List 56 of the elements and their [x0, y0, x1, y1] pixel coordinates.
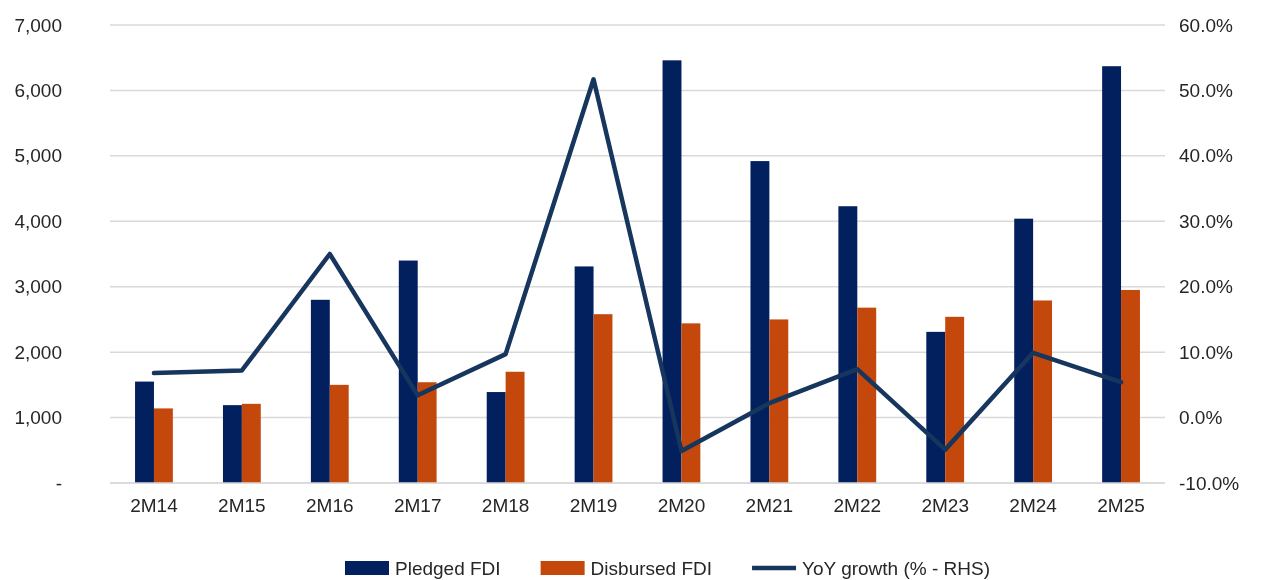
y-tick-label: 3,000	[14, 276, 62, 298]
bar	[574, 266, 594, 483]
y2-tick-label: 40.0%	[1179, 145, 1233, 167]
legend-label: Pledged FDI	[394, 558, 501, 579]
y-tick-label: 7,000	[14, 14, 62, 36]
x-tick-label: 2M24	[1009, 495, 1058, 517]
y-tick-label: 4,000	[14, 210, 62, 232]
bar	[926, 331, 946, 483]
bar	[329, 384, 349, 483]
bar	[750, 161, 770, 483]
x-tick-label: 2M18	[481, 495, 530, 517]
bar	[486, 392, 506, 483]
x-tick-label: 2M16	[306, 495, 354, 517]
bar	[241, 403, 261, 483]
bar	[398, 260, 418, 483]
bar	[417, 382, 437, 483]
legend-label: Disbursed FDI	[590, 558, 713, 579]
x-tick-label: 2M14	[130, 495, 179, 517]
x-tick-label: 2M20	[657, 495, 706, 517]
x-tick-label: 2M15	[218, 495, 266, 517]
bar	[153, 408, 173, 483]
line-series	[151, 77, 1124, 454]
legend-label: YoY growth (% - RHS)	[802, 558, 991, 579]
bar	[1102, 66, 1122, 483]
y-tick-label: 5,000	[14, 145, 62, 167]
bar	[857, 307, 877, 483]
bar	[838, 206, 858, 483]
x-tick-label: 2M23	[921, 495, 969, 517]
bar	[681, 323, 701, 483]
y2-tick-label: 10.0%	[1179, 341, 1233, 363]
bar	[593, 314, 613, 483]
bar	[135, 381, 154, 483]
bar	[769, 319, 789, 483]
bar	[662, 60, 682, 483]
y-tick-label: 1,000	[14, 407, 62, 429]
y-tick-label: 6,000	[14, 80, 62, 102]
x-tick-label: 2M21	[745, 495, 794, 517]
y-tick-label: 2,000	[14, 341, 62, 363]
bar	[505, 371, 525, 483]
y2-tick-label: 20.0%	[1179, 276, 1233, 298]
bar	[1121, 289, 1140, 483]
bar	[222, 405, 242, 483]
x-tick-label: 2M17	[393, 495, 442, 517]
bar	[945, 316, 965, 483]
bar	[310, 299, 330, 483]
x-tick-label: 2M19	[569, 495, 618, 517]
y-tick-label: -	[55, 472, 62, 494]
y2-tick-label: 0.0%	[1179, 407, 1223, 429]
bar	[1014, 218, 1034, 483]
y2-tick-label: 50.0%	[1179, 80, 1233, 102]
y2-tick-label: 30.0%	[1179, 210, 1233, 232]
x-tick-label: 2M25	[1097, 495, 1145, 517]
y2-tick-label: -10.0%	[1179, 472, 1240, 494]
bar	[1033, 300, 1053, 483]
y2-tick-label: 60.0%	[1179, 14, 1233, 36]
x-tick-label: 2M22	[833, 495, 882, 517]
